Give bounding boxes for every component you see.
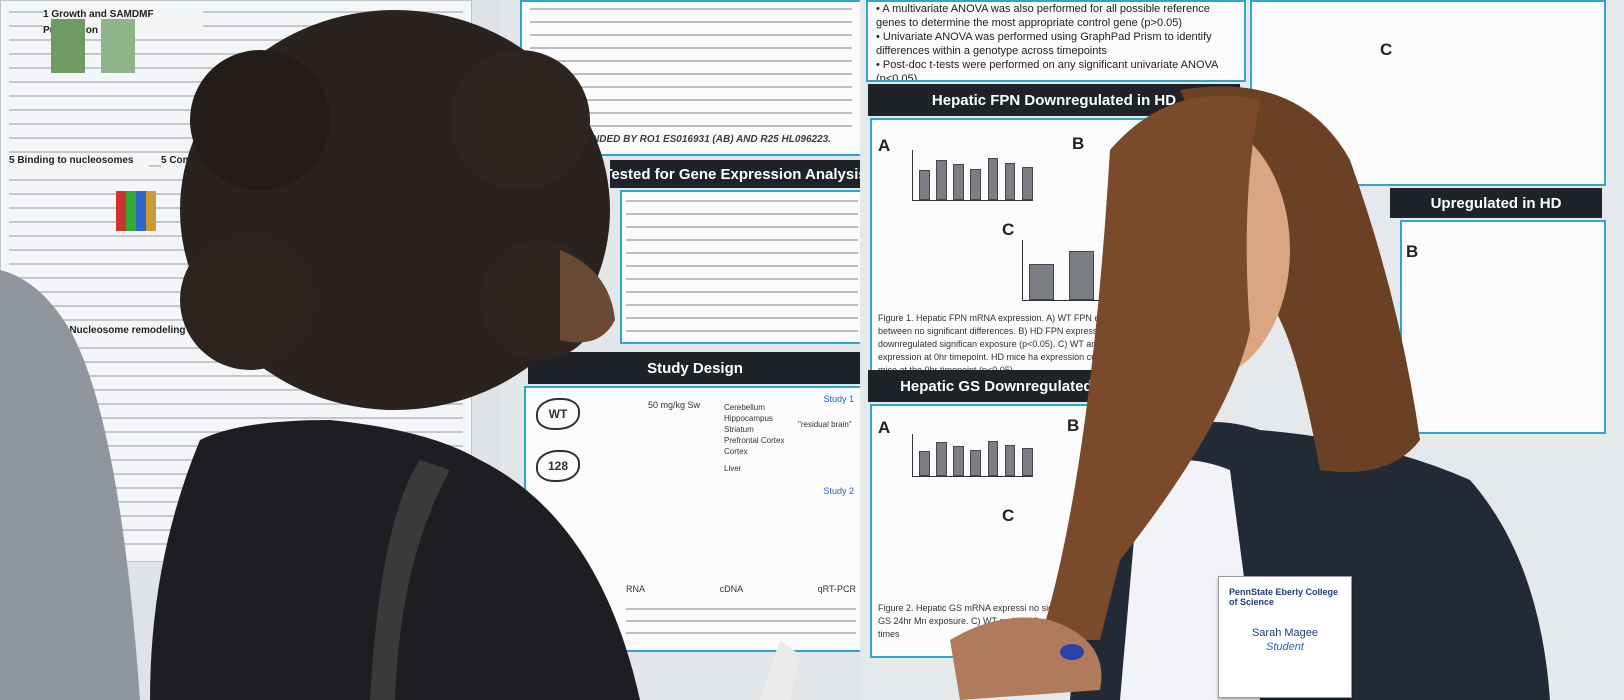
mini-bar: [1004, 444, 1016, 476]
tissue-item: Hippocampus: [724, 414, 773, 423]
mini-bar: [936, 159, 947, 200]
study-design-header: Study Design: [528, 352, 862, 384]
mini-bar: [1029, 264, 1054, 300]
name-badge: PennState Eberly College of Science Sara…: [1218, 576, 1352, 698]
study2-label: Study 2: [823, 486, 854, 496]
fig-label-a: A: [878, 418, 891, 437]
mini-bar: [987, 440, 999, 476]
tissue-list: Cerebellum Hippocampus Striatum Prefront…: [724, 402, 784, 474]
flow-step: RNA: [626, 584, 646, 594]
badge-org: PennState Eberly College of Science: [1229, 587, 1339, 607]
mini-bar: [919, 170, 930, 200]
mini-bar: [1069, 251, 1094, 300]
fig-label-b: B: [1067, 416, 1080, 435]
mouse-128-icon: 128: [536, 450, 580, 482]
tissue-item: Cerebellum: [724, 403, 765, 412]
upregulated-header: Upregulated in HD: [1390, 188, 1602, 218]
gene-expression-header: Tested for Gene Expression Analysis: [610, 160, 860, 188]
fpn-chart-a: [912, 150, 1033, 201]
color-bar-chart: [116, 191, 156, 231]
fig-label-b: B: [1072, 134, 1085, 153]
bullet-item: • Post-doc t-tests were performed on any…: [876, 59, 1218, 82]
mini-bar: [970, 449, 982, 476]
gene-expression-panel: [620, 190, 864, 344]
mini-bar: [919, 450, 930, 476]
bullet-item: • Univariate ANOVA was performed using G…: [876, 31, 1212, 57]
fig-label-a: A: [878, 136, 891, 155]
methods-panel: • A multivariate ANOVA was also performe…: [866, 0, 1246, 82]
mini-bar: [970, 168, 982, 200]
far-right-lower-panel: B: [1400, 220, 1606, 434]
q128-label: 128: [547, 459, 569, 473]
fig-label-c: C: [1380, 40, 1393, 59]
tissue-item: Prefrontal Cortex: [724, 436, 785, 445]
tissue-item: Striatum: [724, 425, 754, 434]
gs-chart-a: [912, 434, 1033, 477]
mini-bar: [936, 441, 947, 476]
fig-label-b: B: [1406, 242, 1419, 261]
fpn-chart-c: [1022, 240, 1103, 301]
tissue-item: Cortex: [724, 447, 748, 456]
mini-bar: [1021, 448, 1033, 476]
wt-label: WT: [548, 407, 568, 421]
study1-label: Study 1: [823, 394, 854, 404]
badge-role: Student: [1266, 641, 1304, 653]
badge-name: Sarah Magee: [1251, 627, 1319, 639]
green-micrograph: [51, 19, 85, 73]
funding-text: NDED BY RO1 ES016931 (AB) AND R25 HL0962…: [592, 134, 831, 145]
flow-row: RNA cDNA qRT-PCR: [626, 584, 856, 594]
figure1-caption: Figure 1. Hepatic FPN mRNA expression. A…: [878, 313, 1164, 372]
residual-brain-text: "residual brain": [798, 420, 852, 429]
mini-bar: [953, 164, 964, 200]
dose-text: 50 mg/kg Sw: [648, 400, 701, 410]
mini-bar: [953, 445, 964, 476]
flow-step: cDNA: [719, 584, 744, 594]
mini-bar: [1004, 162, 1016, 200]
mini-bar: [987, 158, 999, 200]
fpn-header: Hepatic FPN Downregulated in HD: [868, 84, 1240, 116]
fig-label-c: C: [1002, 220, 1015, 239]
bullet-item: • A multivariate ANOVA was also performe…: [876, 3, 1210, 29]
mouse-wt-icon: WT: [536, 398, 580, 430]
methods-bullets: • A multivariate ANOVA was also performe…: [876, 2, 1236, 82]
mini-bar: [1021, 167, 1033, 200]
tissue-item: Liver: [724, 464, 742, 473]
flow-step: qRT-PCR: [817, 584, 856, 594]
fig-label-c: C: [1002, 506, 1015, 525]
left-poster-item: 5 Binding to nucleosomes: [9, 153, 149, 169]
green-micrograph: [101, 19, 135, 73]
